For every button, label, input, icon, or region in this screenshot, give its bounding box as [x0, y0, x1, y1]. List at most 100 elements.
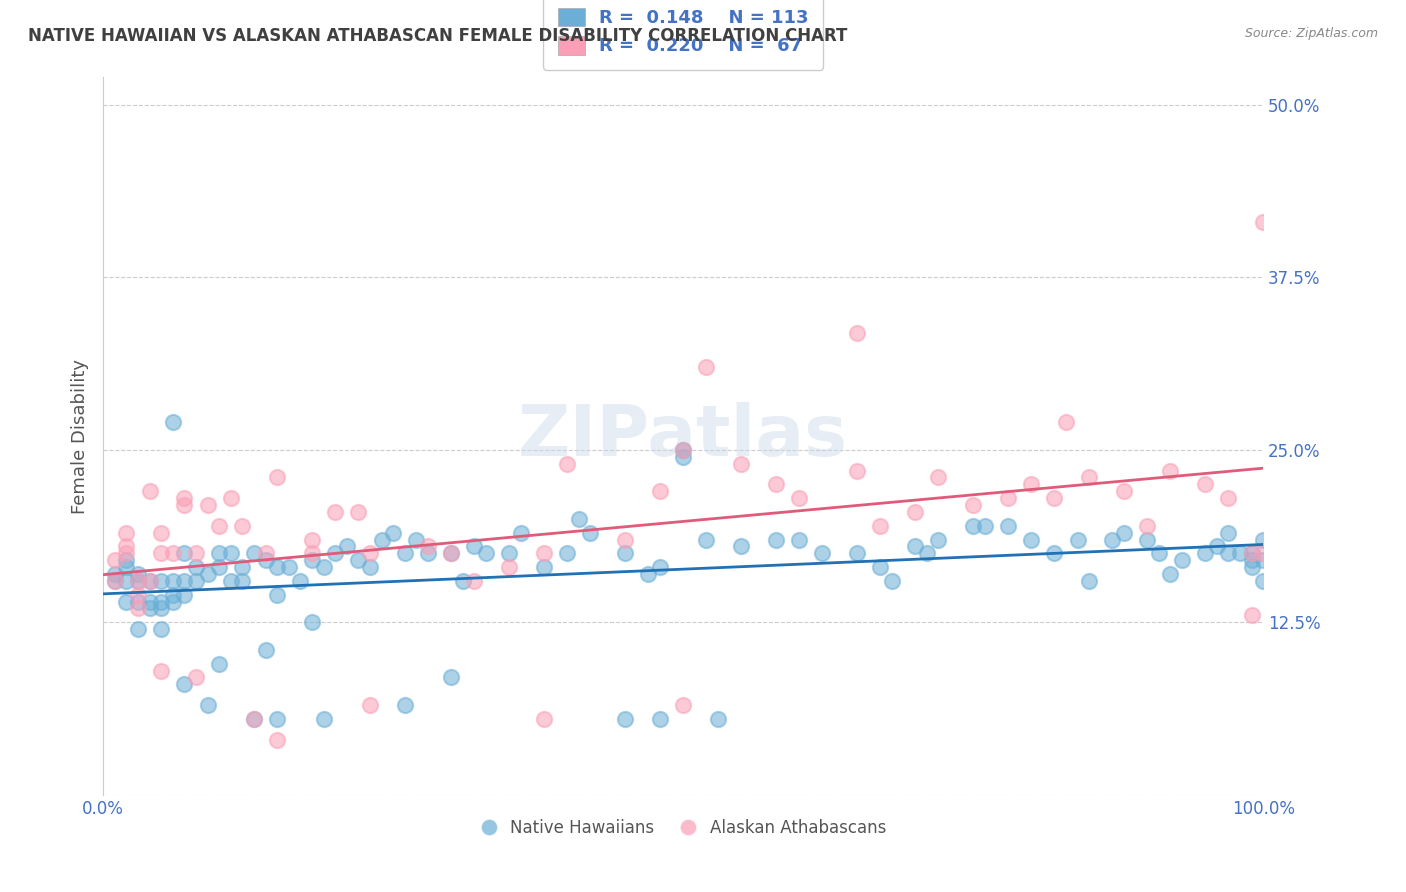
Point [451, 574, 474, 588]
Point [904, 505, 927, 519]
Point [1218, 546, 1240, 560]
Point [1054, 415, 1077, 429]
Point [219, 574, 242, 588]
Point [1043, 491, 1066, 505]
Point [416, 546, 439, 560]
Point [115, 594, 138, 608]
Point [138, 574, 160, 588]
Point [254, 643, 277, 657]
Point [927, 533, 949, 547]
Point [266, 588, 288, 602]
Point [150, 622, 173, 636]
Point [266, 732, 288, 747]
Point [672, 698, 695, 712]
Point [1136, 518, 1159, 533]
Point [869, 560, 891, 574]
Point [370, 533, 392, 547]
Point [115, 525, 138, 540]
Point [1251, 533, 1274, 547]
Point [184, 546, 207, 560]
Point [869, 518, 891, 533]
Point [1240, 546, 1263, 560]
Point [1078, 574, 1101, 588]
Point [301, 533, 323, 547]
Point [359, 698, 381, 712]
Point [811, 546, 834, 560]
Point [127, 574, 149, 588]
Point [150, 594, 173, 608]
Point [323, 546, 346, 560]
Point [1251, 215, 1274, 229]
Point [243, 712, 266, 726]
Point [208, 546, 231, 560]
Point [231, 518, 253, 533]
Point [1159, 567, 1181, 582]
Point [208, 657, 231, 671]
Point [231, 560, 253, 574]
Point [533, 560, 555, 574]
Point [730, 540, 752, 554]
Point [127, 567, 149, 582]
Point [266, 560, 288, 574]
Point [150, 601, 173, 615]
Point [927, 470, 949, 484]
Point [765, 533, 787, 547]
Point [219, 491, 242, 505]
Point [787, 533, 810, 547]
Point [243, 712, 266, 726]
Point [115, 574, 138, 588]
Point [1251, 553, 1274, 567]
Point [150, 574, 173, 588]
Point [173, 588, 195, 602]
Point [846, 464, 869, 478]
Point [277, 560, 299, 574]
Point [880, 574, 903, 588]
Point [1112, 525, 1135, 540]
Point [231, 574, 253, 588]
Point [672, 450, 695, 464]
Point [162, 574, 184, 588]
Point [394, 698, 416, 712]
Point [1218, 525, 1240, 540]
Point [104, 574, 127, 588]
Point [173, 498, 195, 512]
Point [301, 615, 323, 630]
Point [359, 560, 381, 574]
Point [405, 533, 427, 547]
Point [509, 525, 531, 540]
Point [440, 670, 463, 684]
Point [555, 546, 578, 560]
Point [208, 518, 231, 533]
Point [416, 540, 439, 554]
Point [498, 560, 520, 574]
Point [115, 540, 138, 554]
Point [1240, 608, 1263, 623]
Point [127, 622, 149, 636]
Point [648, 484, 671, 499]
Point [197, 567, 219, 582]
Point [162, 594, 184, 608]
Point [533, 546, 555, 560]
Point [359, 546, 381, 560]
Point [312, 560, 335, 574]
Point [323, 505, 346, 519]
Point [127, 588, 149, 602]
Point [1194, 546, 1216, 560]
Point [347, 505, 370, 519]
Point [672, 442, 695, 457]
Point [463, 574, 485, 588]
Point [997, 518, 1019, 533]
Point [672, 442, 695, 457]
Text: NATIVE HAWAIIAN VS ALASKAN ATHABASCAN FEMALE DISABILITY CORRELATION CHART: NATIVE HAWAIIAN VS ALASKAN ATHABASCAN FE… [28, 27, 848, 45]
Point [614, 712, 637, 726]
Point [312, 712, 335, 726]
Point [1218, 491, 1240, 505]
Point [1194, 477, 1216, 491]
Point [254, 553, 277, 567]
Point [184, 574, 207, 588]
Point [336, 540, 359, 554]
Y-axis label: Female Disability: Female Disability [72, 359, 89, 514]
Point [115, 546, 138, 560]
Point [1205, 540, 1227, 554]
Point [138, 594, 160, 608]
